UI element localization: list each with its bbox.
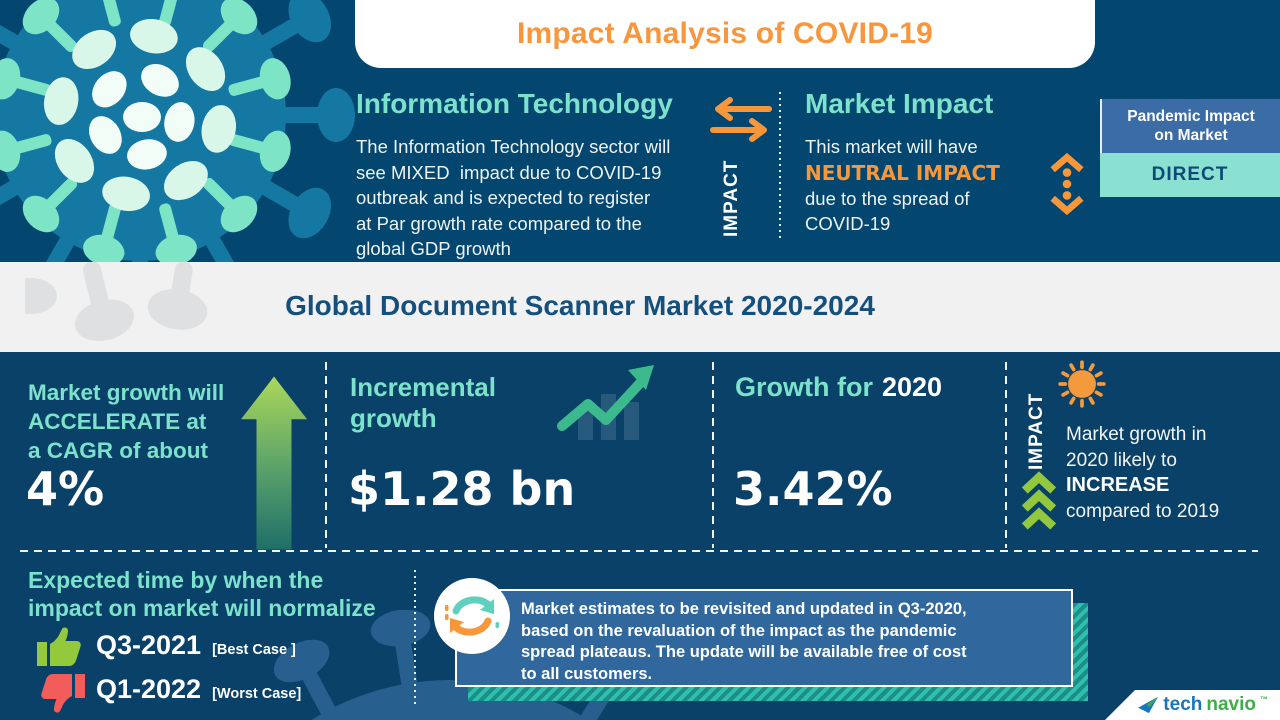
sector-description: The Information Technology sector will s…: [356, 136, 671, 259]
cagr-value: 4%: [26, 462, 105, 516]
report-title: Global Document Scanner Market 2020-2024: [285, 290, 875, 321]
increase-highlight: INCREASE: [1066, 474, 1170, 496]
header-banner: Impact Analysis of COVID-19: [355, 0, 1095, 68]
thumbs-down-icon: [41, 674, 85, 713]
pandemic-impact-title: Pandemic Impact on Market: [1100, 99, 1280, 153]
technavio-logo-icon: [1138, 696, 1159, 714]
best-case-label: [Best Case ]: [212, 642, 296, 658]
sector-heading: Information Technology: [356, 88, 673, 119]
top-band: Impact Analysis of COVID-19 Information …: [0, 0, 1280, 262]
horizontal-dashed-divider: [20, 550, 1258, 552]
impact-2020-text: Market growth in 2020 likely to INCREASE…: [1066, 422, 1266, 524]
best-case-row: Q3-2021 [Best Case ]: [96, 630, 296, 661]
incremental-growth-value: $1.28 bn: [348, 462, 576, 516]
pandemic-impact-value: DIRECT: [1100, 153, 1280, 197]
swap-arrows-icon: [710, 97, 772, 142]
coronavirus-illustration-icon: [0, 0, 355, 262]
page-title: Impact Analysis of COVID-19: [516, 17, 934, 50]
top-dotted-divider: [779, 92, 781, 242]
stats-divider-1: [325, 362, 327, 548]
chevrons-up-icon: [1021, 471, 1057, 530]
pandemic-impact-panel: Pandemic Impact on Market DIRECT: [1100, 99, 1280, 197]
logo-text-tech: tech: [1163, 694, 1203, 715]
bottom-dotted-divider: [414, 570, 416, 706]
neutral-impact-highlight: NEUTRAL IMPACT: [805, 160, 1000, 185]
thumbs-up-icon: [37, 627, 81, 666]
coronavirus-small-icon: [1058, 360, 1106, 408]
market-impact-section: Market Impact This market will have NEUT…: [805, 88, 1055, 237]
up-down-arrows-icon: [1050, 152, 1084, 216]
refresh-icon: [434, 578, 510, 654]
best-case-value: Q3-2021: [96, 630, 202, 660]
growth-arrow-up-icon: [240, 376, 308, 550]
logo-text-navio: navio: [1206, 694, 1256, 715]
stats-divider-2: [712, 362, 714, 548]
refresh-badge: [434, 578, 510, 654]
technavio-logo: tech navio ™: [1105, 690, 1280, 720]
virus-feet-silhouette-icon: [25, 262, 208, 341]
worst-case-value: Q1-2022: [96, 674, 202, 704]
impact-vertical-label-2: IMPACT: [1026, 392, 1047, 470]
growth-2020-stat: Growth for 2020: [735, 372, 943, 402]
cagr-stat: Market growth will ACCELERATE at a CAGR …: [28, 380, 225, 463]
market-impact-heading: Market Impact: [805, 88, 994, 119]
note-box: Market estimates to be revisited and upd…: [455, 589, 1073, 687]
logo-trademark: ™: [1260, 694, 1268, 704]
incremental-growth-stat: Incremental growth: [350, 372, 496, 433]
trend-up-chart-icon: [557, 365, 654, 440]
worst-case-label: [Worst Case]: [212, 686, 302, 702]
stats-band: Market growth will ACCELERATE at a CAGR …: [0, 352, 1280, 720]
stats-divider-3: [1005, 362, 1007, 548]
sector-section: Information Technology The Information T…: [356, 88, 716, 262]
growth-2020-value: 3.42%: [733, 462, 893, 516]
worst-case-row: Q1-2022 [Worst Case]: [96, 674, 301, 705]
title-band: Global Document Scanner Market 2020-2024: [0, 262, 1280, 352]
impact-vertical-label: IMPACT: [721, 159, 742, 237]
normalize-heading: Expected time by when the impact on mark…: [28, 567, 376, 621]
market-impact-description: This market will have NEUTRAL IMPACT due…: [805, 134, 1055, 237]
